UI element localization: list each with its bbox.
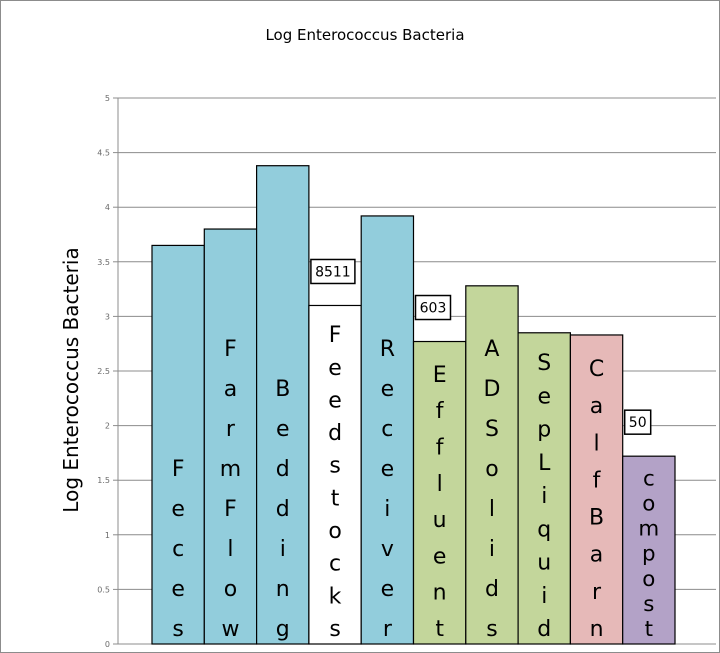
y-axis-ticks: 0 0.5 1 1.5 2 2.5 3 3.5 4 4.5 5 xyxy=(97,94,118,649)
y-tick-label: 1 xyxy=(105,531,110,540)
y-tick-label: 2 xyxy=(105,422,110,431)
y-tick-label: 1.5 xyxy=(97,476,110,485)
bar xyxy=(569,334,624,645)
y-tick-label: 5 xyxy=(105,94,110,103)
y-axis-title: Log Enterococcus Bacteria xyxy=(59,247,83,512)
bar xyxy=(622,455,676,645)
annotation-label: 8511 xyxy=(315,264,351,280)
annotation-box xyxy=(623,409,652,435)
annotation-box xyxy=(310,258,356,285)
annotation-label: 603 xyxy=(420,301,447,317)
y-tick-label: 4 xyxy=(105,203,110,212)
annotation: 8511 xyxy=(310,258,356,285)
annotation: 603 xyxy=(414,294,452,321)
annotation-box xyxy=(414,294,452,321)
y-tick-label: 3 xyxy=(105,312,110,321)
bar xyxy=(412,340,467,645)
y-tick-label: 4.5 xyxy=(97,149,110,158)
annotation-label: 50 xyxy=(629,415,647,431)
y-tick-label: 2.5 xyxy=(97,367,110,376)
chart-title: Log Enterococcus Bacteria xyxy=(265,26,464,44)
bar xyxy=(465,285,519,645)
y-tick-label: 0 xyxy=(105,640,110,649)
annotations: 8511 603 50 xyxy=(310,258,652,435)
y-tick-label: 3.5 xyxy=(97,258,110,267)
bar xyxy=(256,165,310,645)
annotation: 50 xyxy=(623,409,652,435)
y-tick-label: 0.5 xyxy=(97,585,110,594)
bar xyxy=(360,215,415,645)
